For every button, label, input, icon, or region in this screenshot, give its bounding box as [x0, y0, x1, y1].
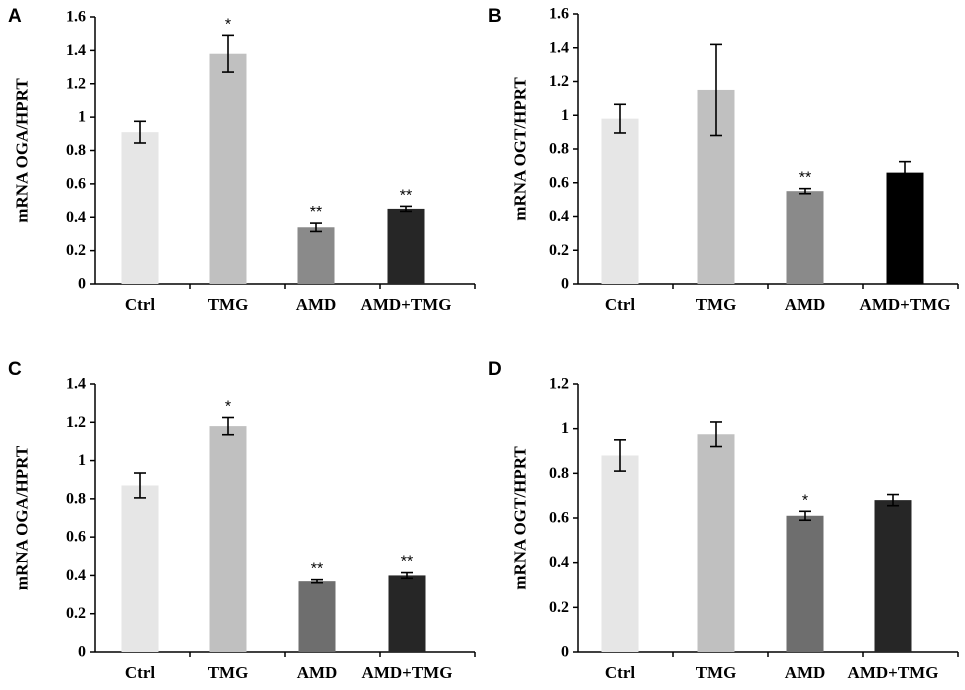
y-tick-label: 1 — [561, 420, 569, 437]
bar — [121, 132, 159, 284]
bar — [601, 118, 639, 284]
y-tick-label: 1.4 — [66, 376, 86, 393]
y-axis-title: mRNA OGT/HPRT — [511, 77, 530, 221]
y-tick-label: 0.2 — [549, 599, 569, 616]
y-tick-label: 0.8 — [66, 490, 86, 507]
significance-mark: * — [225, 399, 231, 416]
y-tick-label: 0.6 — [66, 529, 86, 546]
category-label: TMG — [208, 295, 249, 314]
bar — [209, 53, 247, 285]
category-label: AMD+TMG — [848, 663, 939, 682]
significance-mark: ** — [401, 554, 413, 571]
y-tick-label: 0.4 — [549, 554, 569, 571]
category-label: AMD — [785, 663, 826, 682]
y-tick-label: 0.8 — [549, 465, 569, 482]
category-label: Ctrl — [605, 663, 635, 682]
category-label: Ctrl — [125, 295, 155, 314]
category-label: AMD+TMG — [860, 295, 951, 314]
y-tick-label: 0 — [78, 644, 86, 661]
y-tick-label: 0.6 — [549, 510, 569, 527]
y-tick-label: 1.4 — [66, 42, 86, 59]
bar — [297, 227, 335, 284]
y-axis-title: mRNA OGA/HPRT — [13, 78, 32, 223]
bar — [886, 172, 924, 284]
y-tick-label: 1 — [78, 452, 86, 469]
y-tick-label: 0.4 — [66, 209, 86, 226]
significance-mark: * — [802, 492, 808, 509]
y-tick-label: 1 — [78, 109, 86, 126]
y-axis-title: mRNA OGT/HPRT — [511, 446, 530, 590]
category-label: AMD — [785, 295, 826, 314]
y-tick-label: 0 — [561, 644, 569, 661]
y-tick-label: 1.2 — [66, 414, 86, 431]
category-label: AMD+TMG — [362, 663, 453, 682]
significance-mark: ** — [799, 170, 811, 187]
y-tick-label: 1.4 — [549, 39, 569, 56]
panel-letter: C — [8, 359, 22, 380]
category-label: TMG — [208, 663, 249, 682]
category-label: Ctrl — [605, 295, 635, 314]
y-tick-label: 0.8 — [549, 141, 569, 158]
category-label: Ctrl — [125, 663, 155, 682]
bar — [121, 485, 159, 652]
bar — [697, 434, 735, 652]
y-axis-title: mRNA OGA/HPRT — [13, 445, 32, 590]
bar — [209, 426, 247, 652]
significance-mark: ** — [311, 561, 323, 578]
bar — [786, 515, 824, 652]
significance-mark: ** — [400, 187, 412, 204]
y-tick-label: 1.2 — [66, 75, 86, 92]
y-tick-label: 0.8 — [66, 142, 86, 159]
category-label: TMG — [696, 663, 737, 682]
y-tick-label: 1.6 — [549, 6, 569, 23]
panel-letter: B — [488, 6, 502, 27]
category-label: AMD — [297, 663, 338, 682]
bar — [601, 455, 639, 652]
y-tick-label: 0 — [78, 276, 86, 293]
category-label: AMD+TMG — [361, 295, 452, 314]
y-tick-label: 0 — [561, 276, 569, 293]
panel-letter: D — [488, 359, 502, 380]
significance-mark: * — [225, 16, 231, 33]
y-tick-label: 0.4 — [66, 567, 86, 584]
y-tick-label: 0.2 — [549, 242, 569, 259]
y-tick-label: 0.6 — [549, 174, 569, 191]
y-tick-label: 0.2 — [66, 605, 86, 622]
bar — [298, 581, 336, 652]
y-tick-label: 1.6 — [66, 9, 86, 26]
panel-letter: A — [8, 6, 22, 27]
y-tick-label: 0.4 — [549, 208, 569, 225]
y-tick-label: 1.2 — [549, 73, 569, 90]
bar — [786, 191, 824, 284]
bar — [387, 208, 425, 284]
category-label: TMG — [696, 295, 737, 314]
y-tick-label: 0.2 — [66, 242, 86, 259]
y-tick-label: 1.2 — [549, 376, 569, 393]
bar — [874, 500, 912, 652]
y-tick-label: 1 — [561, 107, 569, 124]
bar — [388, 575, 426, 652]
y-tick-label: 0.6 — [66, 175, 86, 192]
category-label: AMD — [296, 295, 337, 314]
significance-mark: ** — [310, 204, 322, 221]
